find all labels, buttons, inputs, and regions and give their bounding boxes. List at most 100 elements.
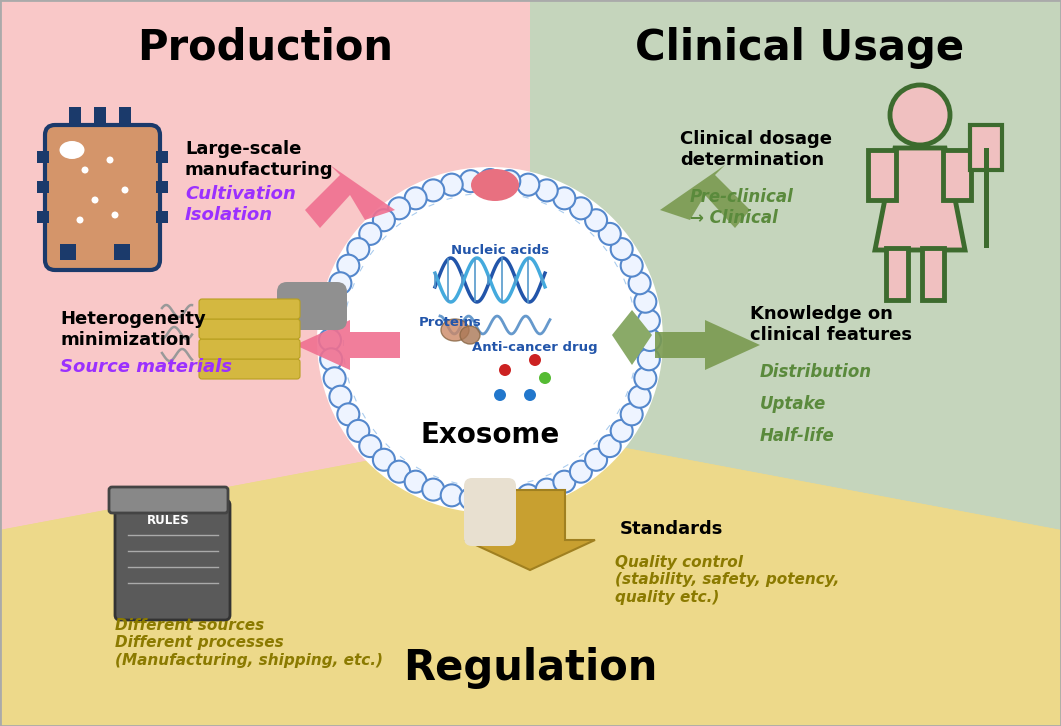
Circle shape <box>529 354 541 366</box>
Polygon shape <box>0 0 530 430</box>
Circle shape <box>388 197 411 219</box>
Polygon shape <box>612 310 653 365</box>
FancyBboxPatch shape <box>109 487 228 513</box>
Polygon shape <box>530 0 1061 430</box>
Text: Proteins: Proteins <box>419 316 482 328</box>
Circle shape <box>634 367 657 389</box>
Circle shape <box>554 187 575 209</box>
Text: Uptake: Uptake <box>760 395 827 413</box>
Circle shape <box>106 157 114 163</box>
Polygon shape <box>530 0 1061 430</box>
Circle shape <box>347 420 369 442</box>
Circle shape <box>638 348 660 370</box>
Circle shape <box>524 389 536 401</box>
Circle shape <box>317 167 663 513</box>
FancyBboxPatch shape <box>199 359 300 379</box>
Circle shape <box>372 209 395 232</box>
Polygon shape <box>660 165 750 228</box>
Text: Clinical dosage
determination: Clinical dosage determination <box>680 130 832 169</box>
Circle shape <box>570 461 592 483</box>
Circle shape <box>372 449 395 470</box>
Bar <box>984 148 989 248</box>
Circle shape <box>499 488 520 510</box>
Circle shape <box>570 197 592 219</box>
Ellipse shape <box>59 141 85 159</box>
Circle shape <box>499 364 511 376</box>
Polygon shape <box>0 0 530 430</box>
Circle shape <box>598 223 621 245</box>
Circle shape <box>329 386 351 408</box>
Polygon shape <box>465 490 595 570</box>
FancyBboxPatch shape <box>464 478 516 546</box>
Bar <box>156 151 168 163</box>
Bar <box>37 181 49 193</box>
Circle shape <box>621 255 643 277</box>
Circle shape <box>422 179 445 201</box>
Text: RULES: RULES <box>146 513 189 526</box>
Ellipse shape <box>441 319 469 341</box>
Bar <box>114 244 131 260</box>
Circle shape <box>634 290 657 313</box>
Circle shape <box>518 484 539 506</box>
Polygon shape <box>295 320 400 370</box>
Polygon shape <box>875 148 966 250</box>
Circle shape <box>479 489 501 511</box>
FancyBboxPatch shape <box>199 339 300 359</box>
Circle shape <box>388 461 411 483</box>
FancyBboxPatch shape <box>45 125 160 270</box>
Bar <box>60 244 76 260</box>
Polygon shape <box>655 320 760 370</box>
Circle shape <box>554 470 575 493</box>
Bar <box>69 107 81 125</box>
Circle shape <box>518 174 539 195</box>
Polygon shape <box>0 0 530 530</box>
Ellipse shape <box>471 169 519 201</box>
Text: Quality control
(stability, safety, potency,
quality etc.): Quality control (stability, safety, pote… <box>615 555 839 605</box>
Text: Distribution: Distribution <box>760 363 872 381</box>
Circle shape <box>324 290 346 313</box>
Circle shape <box>611 420 632 442</box>
Circle shape <box>459 170 482 192</box>
Text: Standards: Standards <box>620 520 724 538</box>
Circle shape <box>536 179 558 201</box>
Circle shape <box>347 238 369 260</box>
Circle shape <box>337 255 360 277</box>
Bar <box>943 150 971 200</box>
Circle shape <box>324 367 346 389</box>
Polygon shape <box>530 0 1061 530</box>
Text: Regulation: Regulation <box>403 647 657 689</box>
Circle shape <box>494 389 506 401</box>
Text: Anti-cancer drug: Anti-cancer drug <box>472 341 597 354</box>
Text: Knowledge on
clinical features: Knowledge on clinical features <box>750 305 912 344</box>
Circle shape <box>360 223 381 245</box>
Text: Half-life: Half-life <box>760 427 835 445</box>
Polygon shape <box>0 430 1061 726</box>
FancyBboxPatch shape <box>115 500 230 620</box>
Bar <box>37 211 49 223</box>
Circle shape <box>91 197 99 203</box>
Bar <box>886 248 908 300</box>
Ellipse shape <box>460 326 480 344</box>
Circle shape <box>585 209 607 232</box>
Circle shape <box>585 449 607 470</box>
Circle shape <box>621 404 643 425</box>
Circle shape <box>319 329 341 351</box>
Bar <box>868 150 895 200</box>
Text: Clinical Usage: Clinical Usage <box>636 27 964 69</box>
Text: Pre-clinical
→ Clinical: Pre-clinical → Clinical <box>690 188 794 227</box>
Circle shape <box>611 238 632 260</box>
Circle shape <box>479 169 501 191</box>
Circle shape <box>337 404 360 425</box>
Circle shape <box>422 478 445 501</box>
Circle shape <box>320 348 342 370</box>
Text: Production: Production <box>137 27 393 69</box>
Circle shape <box>539 372 551 384</box>
Bar <box>970 125 1002 170</box>
Text: Exosome: Exosome <box>420 421 559 449</box>
Circle shape <box>82 166 88 174</box>
Circle shape <box>890 85 950 145</box>
Circle shape <box>320 310 342 332</box>
Circle shape <box>360 435 381 457</box>
Circle shape <box>76 216 84 224</box>
FancyBboxPatch shape <box>199 299 300 319</box>
